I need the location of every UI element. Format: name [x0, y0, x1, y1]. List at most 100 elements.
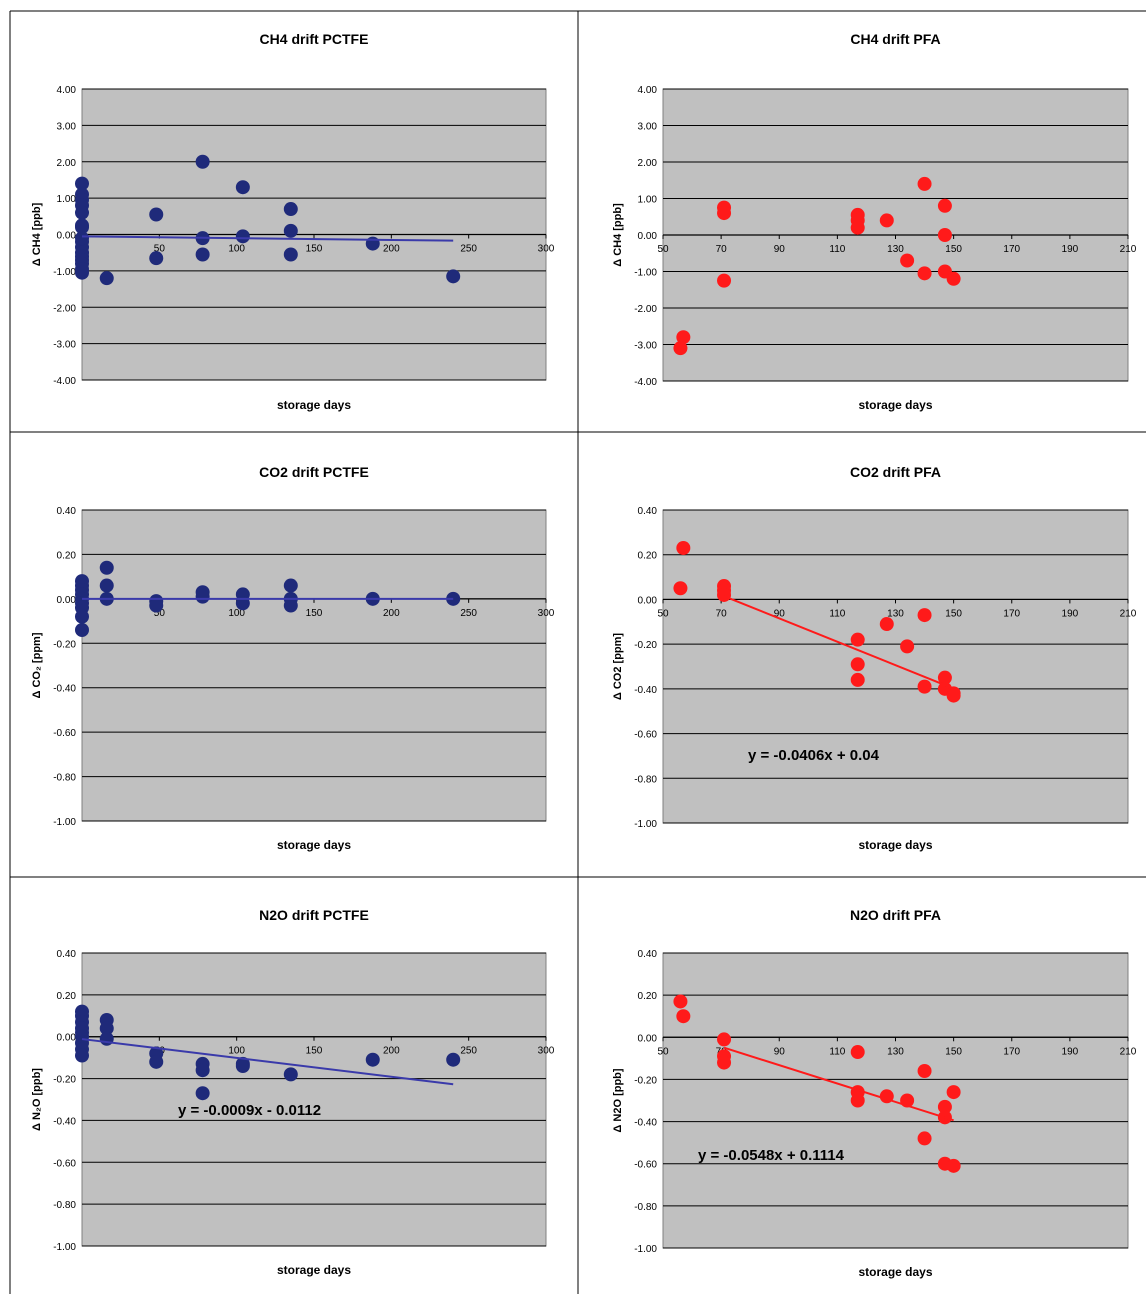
x-tick-label: 90 [774, 244, 786, 255]
y-tick-label: -4.00 [53, 376, 76, 387]
y-tick-label: -0.80 [634, 1202, 657, 1213]
y-tick-label: -0.60 [53, 728, 76, 739]
panel-borders [9, 10, 1146, 1294]
y-tick-label: 2.00 [57, 158, 77, 169]
data-point [99, 578, 114, 593]
data-point [195, 154, 210, 169]
chart-title: CO2 drift PFA [850, 464, 941, 480]
x-tick-label: 300 [538, 1046, 555, 1057]
x-tick-label: 50 [154, 608, 166, 619]
data-point [283, 1067, 298, 1082]
data-point [195, 589, 210, 604]
data-point [937, 1099, 952, 1114]
data-point [850, 1045, 865, 1060]
x-tick-label: 130 [887, 608, 904, 619]
y-tick-label: 0.00 [57, 231, 77, 242]
x-tick-label: 50 [657, 1046, 669, 1057]
data-point [917, 266, 932, 281]
y-axis-label: Δ CH4 [ppb] [612, 203, 624, 267]
data-point [917, 608, 932, 623]
data-point [946, 271, 961, 286]
x-tick-label: 210 [1120, 244, 1137, 255]
chart-title: CH4 drift PFA [850, 31, 940, 47]
chart-6: -1.00-0.80-0.60-0.40-0.200.000.200.40507… [612, 907, 1137, 1279]
y-tick-label: 0.40 [638, 949, 658, 960]
x-tick-label: 50 [657, 244, 669, 255]
data-point [717, 273, 732, 288]
x-tick-label: 150 [945, 608, 962, 619]
chart-title: N2O drift PFA [850, 907, 941, 923]
y-tick-label: -1.00 [634, 819, 657, 830]
x-tick-label: 150 [306, 1046, 323, 1057]
y-tick-label: -0.60 [634, 730, 657, 741]
y-tick-label: 0.20 [638, 991, 658, 1002]
x-tick-label: 190 [1062, 608, 1079, 619]
x-tick-label: 170 [1003, 244, 1020, 255]
y-tick-label: -0.80 [53, 1200, 76, 1211]
y-axis-label: Δ N₂O [ppb] [31, 1068, 43, 1131]
data-point [195, 1086, 210, 1101]
y-tick-label: 4.00 [638, 85, 658, 96]
x-tick-label: 200 [383, 1046, 400, 1057]
x-tick-label: 210 [1120, 608, 1137, 619]
data-point [946, 1085, 961, 1100]
y-tick-label: -0.20 [634, 640, 657, 651]
y-tick-label: 1.00 [57, 194, 77, 205]
chart-title: CH4 drift PCTFE [260, 31, 369, 47]
y-tick-label: 0.20 [57, 550, 77, 561]
data-point [937, 228, 952, 242]
data-point [917, 1131, 932, 1146]
plot-area [81, 952, 547, 1247]
y-axis-label: Δ CO₂ [ppm] [31, 632, 43, 698]
data-point [75, 176, 89, 191]
data-point [283, 202, 298, 217]
data-point [446, 1052, 461, 1067]
x-tick-label: 70 [716, 244, 728, 255]
data-point [673, 581, 688, 596]
data-point [365, 1052, 380, 1067]
data-point [676, 1009, 691, 1024]
y-tick-label: 0.00 [638, 1033, 658, 1044]
data-point [446, 269, 461, 284]
x-tick-label: 150 [945, 244, 962, 255]
data-point [937, 670, 952, 685]
chart-3: -1.00 -0.80 -0.60 -0.40 -0.20 0.00 0.20 0.40 50 1… [31, 464, 555, 852]
y-tick-label: -0.60 [634, 1160, 657, 1171]
y-tick-label: -3.00 [634, 341, 657, 352]
y-tick-label: 0.20 [57, 991, 77, 1002]
data-point [195, 1063, 210, 1078]
chart-title: CO2 drift PCTFE [259, 464, 369, 480]
data-point [879, 213, 894, 228]
x-tick-label: 250 [460, 1046, 477, 1057]
y-tick-label: -0.20 [634, 1075, 657, 1086]
x-tick-label: 90 [774, 1046, 786, 1057]
data-point [75, 220, 89, 235]
data-point [717, 587, 732, 602]
y-tick-label: 1.00 [638, 195, 658, 206]
y-tick-label: 2.00 [638, 158, 658, 169]
data-point [917, 176, 932, 191]
data-point [717, 1055, 732, 1070]
y-tick-label: -3.00 [53, 340, 76, 351]
x-tick-label: 130 [887, 1046, 904, 1057]
x-tick-label: 250 [460, 608, 477, 619]
x-axis-label: storage days [277, 1263, 351, 1277]
x-tick-label: 90 [774, 608, 786, 619]
chart-2: -4.00 -3.00 -2.00 -1.00 0.00 1.00 2.00 3.00 4.00… [612, 31, 1137, 412]
data-point [75, 1048, 89, 1063]
data-point [717, 206, 732, 221]
data-point [149, 598, 164, 613]
data-point [850, 632, 865, 647]
y-axis-label: Δ N2O [ppb] [612, 1068, 624, 1132]
x-axis-label: storage days [858, 398, 932, 412]
data-point [673, 341, 688, 356]
x-tick-label: 190 [1062, 1046, 1079, 1057]
x-tick-label: 130 [887, 244, 904, 255]
y-tick-label: 0.00 [638, 231, 658, 242]
y-tick-label: -0.40 [53, 1116, 76, 1127]
data-point [850, 672, 865, 687]
y-tick-label: 3.00 [638, 122, 658, 133]
data-point [946, 688, 961, 703]
x-tick-label: 100 [228, 1046, 245, 1057]
data-point [946, 1158, 961, 1173]
